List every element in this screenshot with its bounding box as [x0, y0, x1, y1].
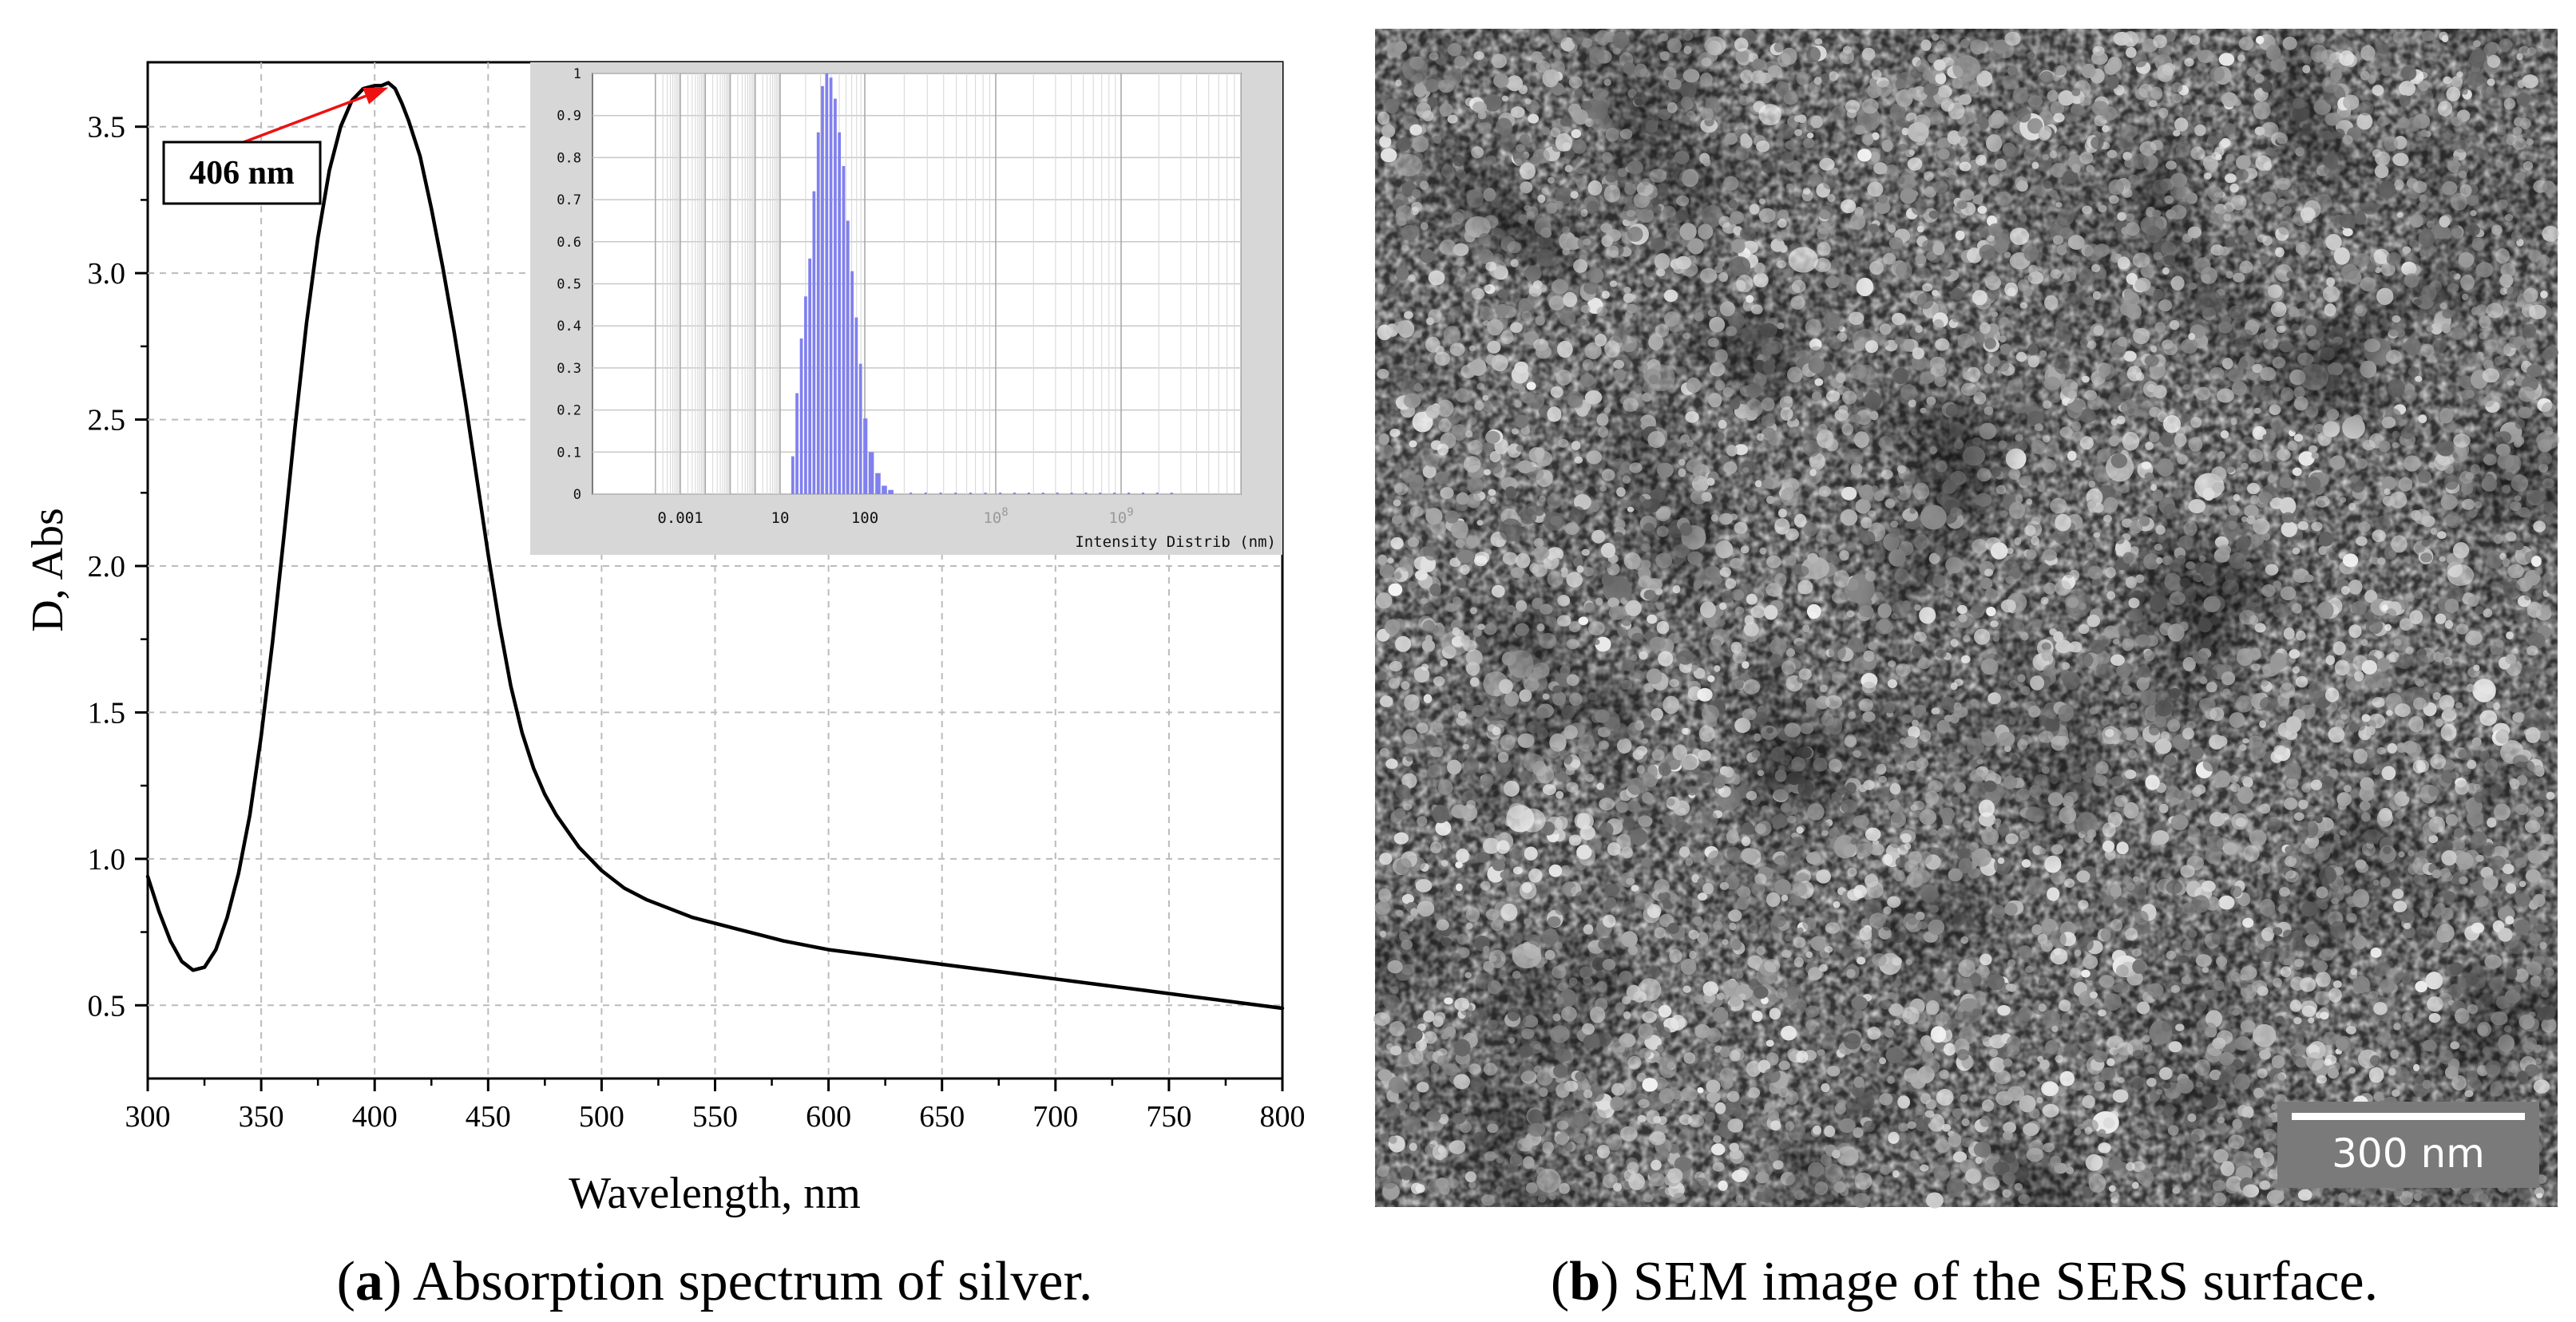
caption-a: (a) Absorption spectrum of silver.: [337, 1251, 1093, 1312]
inset-bar: [1171, 493, 1173, 494]
inset-bar: [1028, 493, 1030, 494]
inset-bar: [859, 364, 862, 494]
inset-x-tick-label: 100: [851, 509, 878, 527]
inset-bar: [808, 259, 811, 494]
inset-bar: [1042, 493, 1044, 494]
x-tick-label: 700: [1032, 1100, 1078, 1134]
inset-x-tick-label: 0.001: [657, 509, 703, 527]
inset-y-tick-label: 0.9: [557, 109, 581, 125]
inset-y-tick-label: 0.4: [557, 319, 581, 334]
caption-a-letter: a: [355, 1251, 383, 1312]
x-tick-label: 550: [692, 1100, 738, 1134]
inset-bar: [795, 394, 799, 494]
inset-bar: [1084, 493, 1087, 494]
inset-bar: [888, 490, 894, 494]
y-tick-label: 1.0: [88, 843, 126, 877]
y-tick-label: 2.5: [88, 404, 126, 437]
inset-bar: [855, 318, 858, 494]
caption-a-text: Absorption spectrum of silver.: [402, 1251, 1092, 1312]
x-tick-label: 800: [1260, 1100, 1306, 1134]
inset-bar: [863, 418, 867, 494]
y-tick-label: 1.5: [88, 696, 126, 730]
x-tick-label: 400: [352, 1100, 398, 1134]
inset-bar: [791, 457, 795, 494]
y-tick-label: 0.5: [88, 989, 126, 1023]
inset-bar: [830, 77, 833, 494]
y-tick-label: 2.0: [88, 550, 126, 584]
inset-bar: [842, 166, 846, 494]
absorption-chart: 300 350 400 450 500 550 600 650 700 750 800 0.5 1.0 1…: [23, 62, 1306, 1218]
inset-bar: [882, 485, 887, 494]
inset-bar: [850, 271, 854, 494]
inset-bar: [1056, 493, 1059, 494]
inset-bar: [846, 220, 850, 494]
inset-bar: [869, 452, 874, 494]
inset-bar: [804, 296, 807, 494]
y-axis-label: D, Abs: [23, 508, 73, 632]
inset-y-tick-label: 0.6: [557, 235, 581, 251]
inset-bar: [910, 493, 912, 494]
inset-bar: [838, 133, 841, 494]
inset-bar: [1013, 493, 1016, 494]
inset-bar: [999, 493, 1001, 494]
inset-bar: [925, 493, 927, 494]
inset-bar: [1113, 493, 1116, 494]
x-tick-label: 450: [466, 1100, 511, 1134]
sem-image: 300 nm: [1373, 29, 2559, 1209]
x-tick-label: 300: [125, 1100, 171, 1134]
inset-y-tick-label: 0.5: [557, 277, 581, 293]
inset-bar: [985, 493, 987, 494]
inset-x-tick-label: 10: [771, 509, 790, 527]
x-tick-label: 350: [239, 1100, 284, 1134]
inset-bar: [1071, 493, 1073, 494]
inset-y-tick-label: 0.7: [557, 192, 581, 208]
inset-bar: [1156, 493, 1159, 494]
peak-label: 406 nm: [189, 155, 295, 192]
inset-bar: [1127, 493, 1130, 494]
x-tick-label: 650: [919, 1100, 965, 1134]
y-tick-label: 3.5: [88, 111, 126, 144]
inset-y-tick-label: 0.8: [557, 150, 581, 166]
x-axis-label: Wavelength, nm: [569, 1169, 861, 1218]
inset-bar: [817, 133, 820, 494]
inset-x-axis-label: Intensity Distrib (nm): [1075, 533, 1276, 551]
inset-bar: [969, 493, 972, 494]
inset-y-tick-label: 0.1: [557, 445, 581, 461]
x-tick-label: 600: [806, 1100, 851, 1134]
y-tick-label: 3.0: [88, 257, 126, 291]
inset-bar: [1142, 493, 1144, 494]
inset-y-tick-label: 1: [573, 66, 581, 82]
inset-bar: [1099, 493, 1101, 494]
x-tick-label: 750: [1146, 1100, 1191, 1134]
inset-bar: [834, 99, 837, 494]
x-tick-label: 500: [579, 1100, 624, 1134]
inset-bar: [940, 493, 942, 494]
inset-bar: [954, 493, 957, 494]
inset-y-tick-label: 0.2: [557, 403, 581, 419]
inset-bar: [825, 73, 828, 494]
inset-y-tick-label: 0.3: [557, 361, 581, 377]
inset-bar: [800, 338, 803, 494]
inset-bar: [812, 192, 815, 494]
inset-y-tick-label: 0: [573, 487, 581, 503]
inset-bar: [821, 86, 824, 494]
inset-bar: [875, 473, 881, 494]
